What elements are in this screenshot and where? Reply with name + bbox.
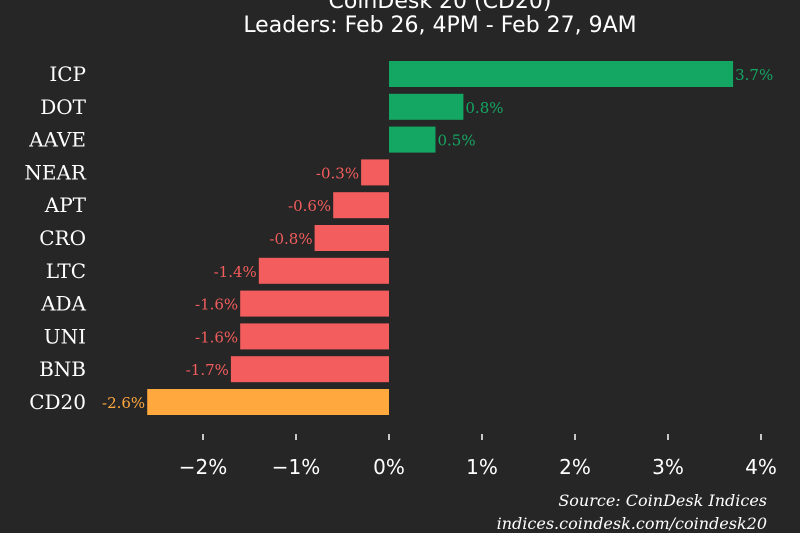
category-label-aave: AAVE (28, 128, 86, 152)
category-label-ada: ADA (40, 292, 86, 316)
value-label-cro: -0.8% (269, 230, 312, 248)
value-label-dot: 0.8% (465, 99, 503, 117)
value-label-near: -0.3% (316, 164, 359, 182)
bar-near (361, 159, 389, 186)
category-label-ltc: LTC (46, 259, 86, 283)
bar-ada (240, 290, 389, 317)
bar-cd20 (147, 389, 389, 415)
chart-title: CoinDesk 20 (CD20) (329, 0, 552, 14)
bar-icp (389, 61, 734, 87)
value-label-cd20: -2.6% (102, 394, 145, 412)
category-label-dot: DOT (40, 95, 86, 119)
x-axis: −2% −1% 0% 1% 2% 3% 4% (179, 434, 777, 479)
x-tick-label: 3% (652, 455, 684, 479)
source-line-1: Source: CoinDesk Indices (558, 491, 767, 510)
value-label-apt: -0.6% (288, 197, 331, 215)
value-label-aave: 0.5% (438, 132, 476, 150)
value-label-ltc: -1.4% (214, 263, 257, 281)
bar-uni (240, 323, 389, 350)
category-label-cro: CRO (39, 226, 86, 250)
x-tick-label: −2% (179, 455, 228, 479)
value-label-icp: 3.7% (735, 66, 773, 84)
value-label-bnb: -1.7% (186, 361, 229, 379)
x-tick-label: 4% (745, 455, 777, 479)
value-label-uni: -1.6% (195, 328, 238, 346)
x-tick-label: 0% (373, 455, 405, 479)
x-tick-label: 1% (466, 455, 498, 479)
x-tick-label: 2% (559, 455, 591, 479)
bar-cro (314, 225, 389, 251)
x-tick-label: −1% (272, 455, 321, 479)
value-label-ada: -1.6% (195, 296, 238, 314)
bar-apt (333, 192, 389, 219)
bar-aave (389, 126, 436, 153)
category-label-apt: APT (44, 193, 87, 217)
bars-layer: ICP 3.7% DOT 0.8% AAVE 0.5% NEAR -0.3% APT -0.6% C… (24, 61, 773, 415)
chart-subtitle: Leaders: Feb 26, 4PM - Feb 27, 9AM (243, 13, 636, 38)
category-label-icp: ICP (49, 62, 86, 86)
category-label-bnb: BNB (39, 357, 86, 381)
category-label-near: NEAR (24, 160, 87, 184)
category-label-uni: UNI (44, 324, 86, 348)
category-label-cd20: CD20 (29, 390, 86, 414)
source-line-2: indices.coindesk.com/coindesk20 (497, 514, 767, 533)
bar-ltc (258, 257, 389, 284)
bar-dot (389, 93, 464, 120)
bar-bnb (230, 356, 389, 383)
